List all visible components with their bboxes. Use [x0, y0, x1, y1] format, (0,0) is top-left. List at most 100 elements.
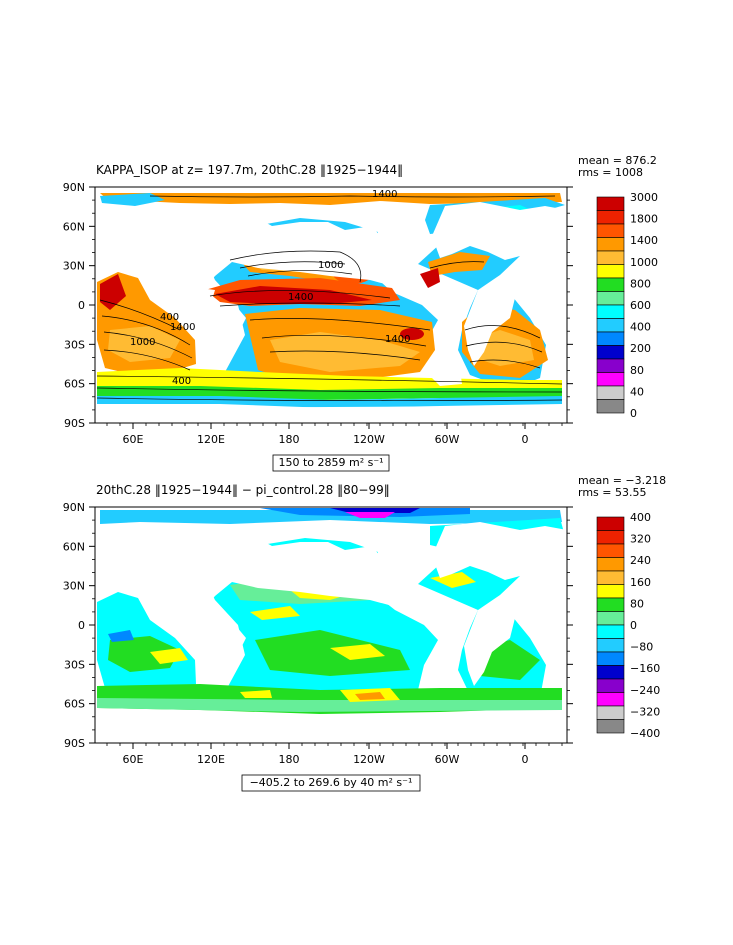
colorbar-swatch: [596, 516, 625, 531]
colorbar-swatch: [596, 372, 625, 387]
top-range-label: 150 to 2859 m² s⁻¹: [278, 456, 383, 469]
y-tick-label: 0: [78, 299, 85, 312]
panel-bottom-title: 20thC.28 ‖1925−1944‖ − pi_control.28 ‖80…: [96, 483, 390, 497]
colorbar-swatch: [596, 705, 625, 720]
colorbar-swatch: [596, 399, 625, 414]
contour-label: 1400: [170, 322, 195, 333]
bottom-range-label: −405.2 to 269.6 by 40 m² s⁻¹: [250, 776, 413, 789]
x-tick-label: 180: [279, 433, 300, 446]
colorbar-label: 1400: [630, 234, 658, 247]
colorbar-swatch: [596, 624, 625, 639]
x-tick-label: 60E: [123, 753, 144, 766]
x-tick-label: 0: [522, 753, 529, 766]
colorbar-label: 240: [630, 554, 651, 567]
colorbar-label: 200: [630, 342, 651, 355]
panel-top-rms: rms = 1008: [578, 166, 643, 179]
colorbar-swatch: [596, 237, 625, 252]
bottom-axes: 90N 60N 30N 0 30S 60S 90S 60E 120E 180 120W 60W 0: [63, 501, 573, 766]
x-tick-label: 0: [522, 433, 529, 446]
colorbar-label: 40: [630, 385, 644, 398]
x-tick-label: 120W: [353, 753, 385, 766]
x-tick-label: 180: [279, 753, 300, 766]
colorbar-label: 1800: [630, 213, 658, 226]
colorbar-label: 1000: [630, 256, 658, 269]
colorbar-label: 160: [630, 576, 651, 589]
y-tick-label: 30N: [63, 260, 85, 273]
panel-bottom: 20thC.28 ‖1925−1944‖ − pi_control.28 ‖80…: [63, 474, 666, 792]
colorbar-swatch: [596, 665, 625, 680]
contour-label: 1000: [318, 260, 343, 271]
colorbar-swatch: [596, 304, 625, 319]
y-tick-label: 60S: [64, 698, 85, 711]
contour-label: 400: [160, 312, 179, 323]
y-tick-label: 90S: [64, 417, 85, 430]
y-tick-label: 90S: [64, 737, 85, 750]
x-tick-label: 120E: [197, 433, 225, 446]
bottom-land: [95, 522, 567, 743]
colorbar-label: −160: [630, 662, 660, 675]
top-field-arctic: [100, 193, 562, 205]
colorbar-label: 600: [630, 299, 651, 312]
colorbar-swatch: [596, 651, 625, 666]
colorbar-swatch: [596, 692, 625, 707]
contour-label: 1400: [288, 292, 313, 303]
contour-label: 1000: [130, 337, 155, 348]
colorbar-swatch: [596, 719, 625, 734]
colorbar-swatch: [596, 678, 625, 693]
y-tick-label: 60N: [63, 220, 85, 233]
bottom-map: [95, 507, 567, 743]
panel-top: KAPPA_ISOP at z= 197.7m, 20thC.28 ‖1925−…: [63, 154, 658, 472]
colorbar-swatch: [596, 543, 625, 558]
colorbar-swatch: [596, 223, 625, 238]
colorbar-swatch: [596, 611, 625, 626]
top-map: 1400 1000 1400 400 1400 1000 1400 400: [95, 187, 567, 423]
contour-label: 1400: [372, 189, 397, 200]
colorbar-swatch: [596, 597, 625, 612]
colorbar-label: 0: [630, 407, 637, 420]
top-contour-labels: 1400 1000 1400 400 1400 1000 1400 400: [130, 189, 410, 387]
colorbar-label: 320: [630, 533, 651, 546]
colorbar-swatch: [596, 385, 625, 400]
colorbar-label: 400: [630, 321, 651, 334]
x-tick-label: 60W: [435, 753, 460, 766]
colorbar-swatch: [596, 210, 625, 225]
colorbar-label: 800: [630, 277, 651, 290]
x-tick-label: 60W: [435, 433, 460, 446]
colorbar-label: −80: [630, 641, 653, 654]
bottom-colorbar: 400 320 240 160 80 0 −80 −160 −240 −320 −400: [596, 511, 660, 740]
colorbar-swatch: [596, 331, 625, 346]
colorbar-label: 80: [630, 597, 644, 610]
colorbar-label: 3000: [630, 191, 658, 204]
colorbar-label: −320: [630, 705, 660, 718]
y-tick-label: 30N: [63, 580, 85, 593]
colorbar-label: 80: [630, 364, 644, 377]
colorbar-swatch: [596, 530, 625, 545]
x-tick-label: 120E: [197, 753, 225, 766]
contour-label: 400: [172, 376, 191, 387]
colorbar-swatch: [596, 638, 625, 653]
y-tick-label: 30S: [64, 658, 85, 671]
colorbar-swatch: [596, 196, 625, 211]
colorbar-swatch: [596, 557, 625, 572]
panel-bottom-mean: mean = −3.218: [578, 474, 666, 487]
y-tick-label: 90N: [63, 181, 85, 194]
colorbar-swatch: [596, 584, 625, 599]
top-range-box: [272, 454, 390, 472]
colorbar-label: −400: [630, 727, 660, 740]
colorbar-swatch: [596, 318, 625, 333]
colorbar-label: 0: [630, 619, 637, 632]
top-land: [95, 187, 567, 423]
panel-top-mean: mean = 876.2: [578, 154, 657, 167]
y-tick-label: 60N: [63, 540, 85, 553]
panel-bottom-rms: rms = 53.55: [578, 486, 646, 499]
colorbar-swatch: [596, 345, 625, 360]
y-tick-label: 90N: [63, 501, 85, 514]
colorbar-swatch: [596, 250, 625, 265]
colorbar-swatch: [596, 264, 625, 279]
colorbar-swatch: [596, 277, 625, 292]
colorbar-label: 400: [630, 511, 651, 524]
top-axes: 90N 60N 30N 0 30S 60S 90S 60E 120E 180 120W 60W 0: [63, 181, 573, 446]
y-tick-label: 60S: [64, 378, 85, 391]
